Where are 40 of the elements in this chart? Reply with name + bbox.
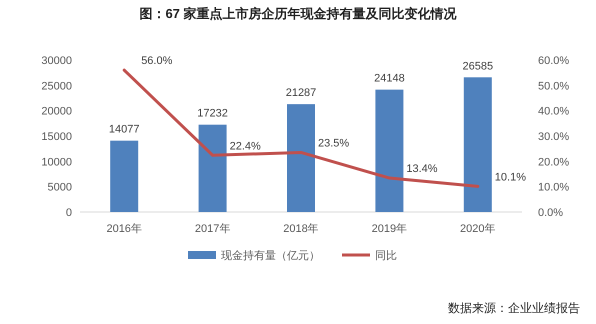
y-tick-label: 20000 xyxy=(41,106,72,118)
x-tick-label: 2018年 xyxy=(283,223,319,235)
data-label: 56.0% xyxy=(141,55,173,68)
x-tick-label: 2020年 xyxy=(460,223,496,235)
y-tick-label: 15000 xyxy=(41,131,72,143)
data-label: 22.4% xyxy=(230,140,262,152)
y2-tick-label: 40.0% xyxy=(538,106,570,118)
legend-同比: 同比 xyxy=(342,250,397,262)
source-note: 数据来源：企业业绩报告 xyxy=(448,301,580,315)
bar xyxy=(198,124,227,212)
data-label: 23.5% xyxy=(318,137,350,150)
x-tick-label: 2019年 xyxy=(372,223,408,235)
y-tick-label: 5000 xyxy=(48,182,72,194)
data-label: 13.4% xyxy=(406,163,438,176)
chart-title: 图：67 家重点上市房企历年现金持有量及同比变化情况 xyxy=(139,6,458,21)
x-tick-label: 2017年 xyxy=(194,223,230,235)
y2-tick-label: 20.0% xyxy=(538,156,570,168)
legend-现金持有量（亿元）: 现金持有量（亿元） xyxy=(188,250,320,262)
data-label: 24148 xyxy=(374,72,405,85)
data-label: 26585 xyxy=(462,60,494,72)
legend-label: 同比 xyxy=(375,249,397,262)
x-tick-label: 2016年 xyxy=(106,223,142,235)
data-label: 10.1% xyxy=(494,171,526,184)
y2-tick-label: 60.0% xyxy=(538,55,570,67)
y2-tick-label: 30.0% xyxy=(538,131,570,143)
legend-label: 现金持有量（亿元） xyxy=(221,250,320,262)
bar xyxy=(287,104,315,212)
y-tick-label: 10000 xyxy=(41,156,72,168)
bar xyxy=(110,140,138,212)
bar xyxy=(375,90,404,212)
bar xyxy=(464,77,492,212)
y2-tick-label: 50.0% xyxy=(538,80,570,92)
data-label: 14077 xyxy=(108,124,140,136)
y2-tick-label: 0.0% xyxy=(538,207,564,219)
data-label: 21287 xyxy=(286,87,316,100)
data-label: 17232 xyxy=(197,108,228,120)
y-tick-label: 25000 xyxy=(41,80,72,92)
y-tick-label: 30000 xyxy=(41,55,72,67)
y2-tick-label: 10.0% xyxy=(538,182,570,194)
y-tick-label: 0 xyxy=(66,207,72,219)
